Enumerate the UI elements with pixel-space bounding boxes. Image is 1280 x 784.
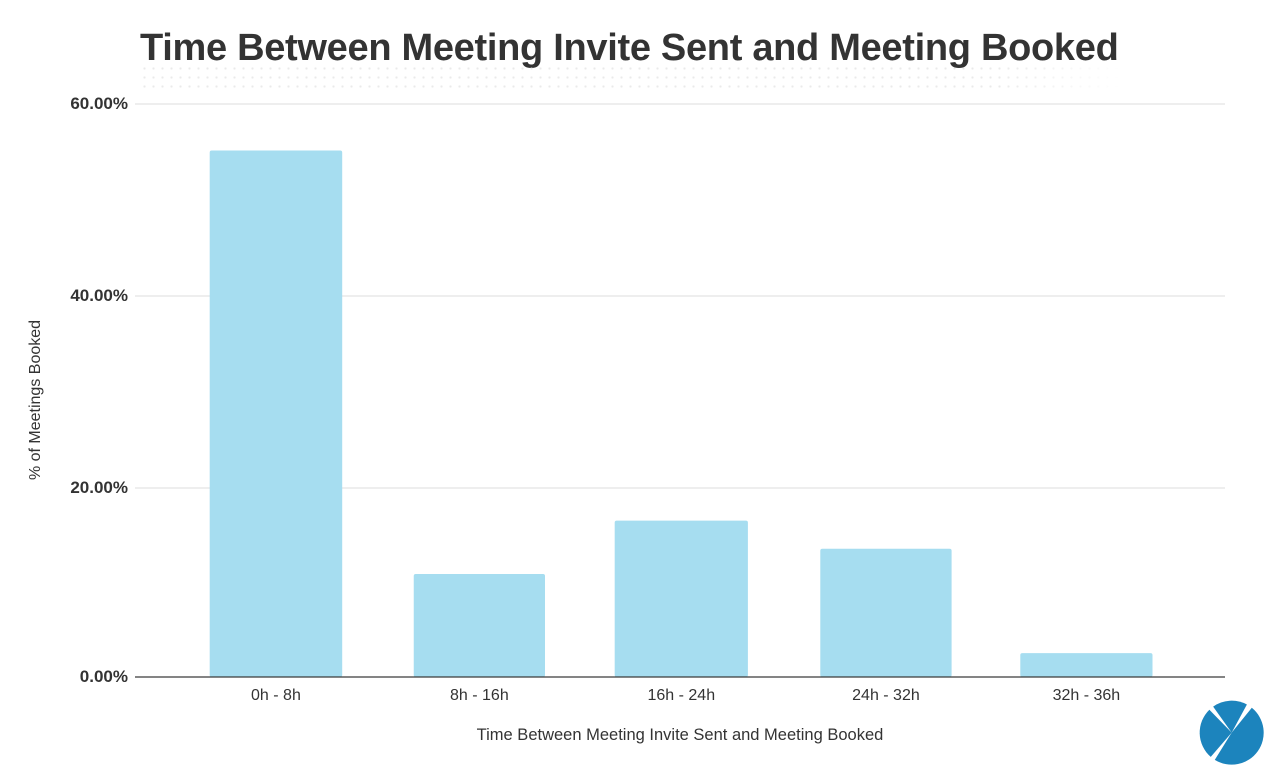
svg-text:16h - 24h: 16h - 24h <box>647 687 715 704</box>
svg-text:Time Between Meeting Invite Se: Time Between Meeting Invite Sent and Mee… <box>477 726 884 744</box>
svg-text:40.00%: 40.00% <box>70 286 128 305</box>
svg-text:32h - 36h: 32h - 36h <box>1053 687 1121 704</box>
svg-text:% of Meetings Booked: % of Meetings Booked <box>27 320 44 480</box>
svg-text:0h - 8h: 0h - 8h <box>251 687 301 704</box>
svg-text:24h - 32h: 24h - 32h <box>852 687 920 704</box>
svg-text:60.00%: 60.00% <box>70 94 128 113</box>
svg-text:8h - 16h: 8h - 16h <box>450 687 509 704</box>
svg-text:20.00%: 20.00% <box>70 478 128 497</box>
svg-text:0.00%: 0.00% <box>80 667 128 686</box>
